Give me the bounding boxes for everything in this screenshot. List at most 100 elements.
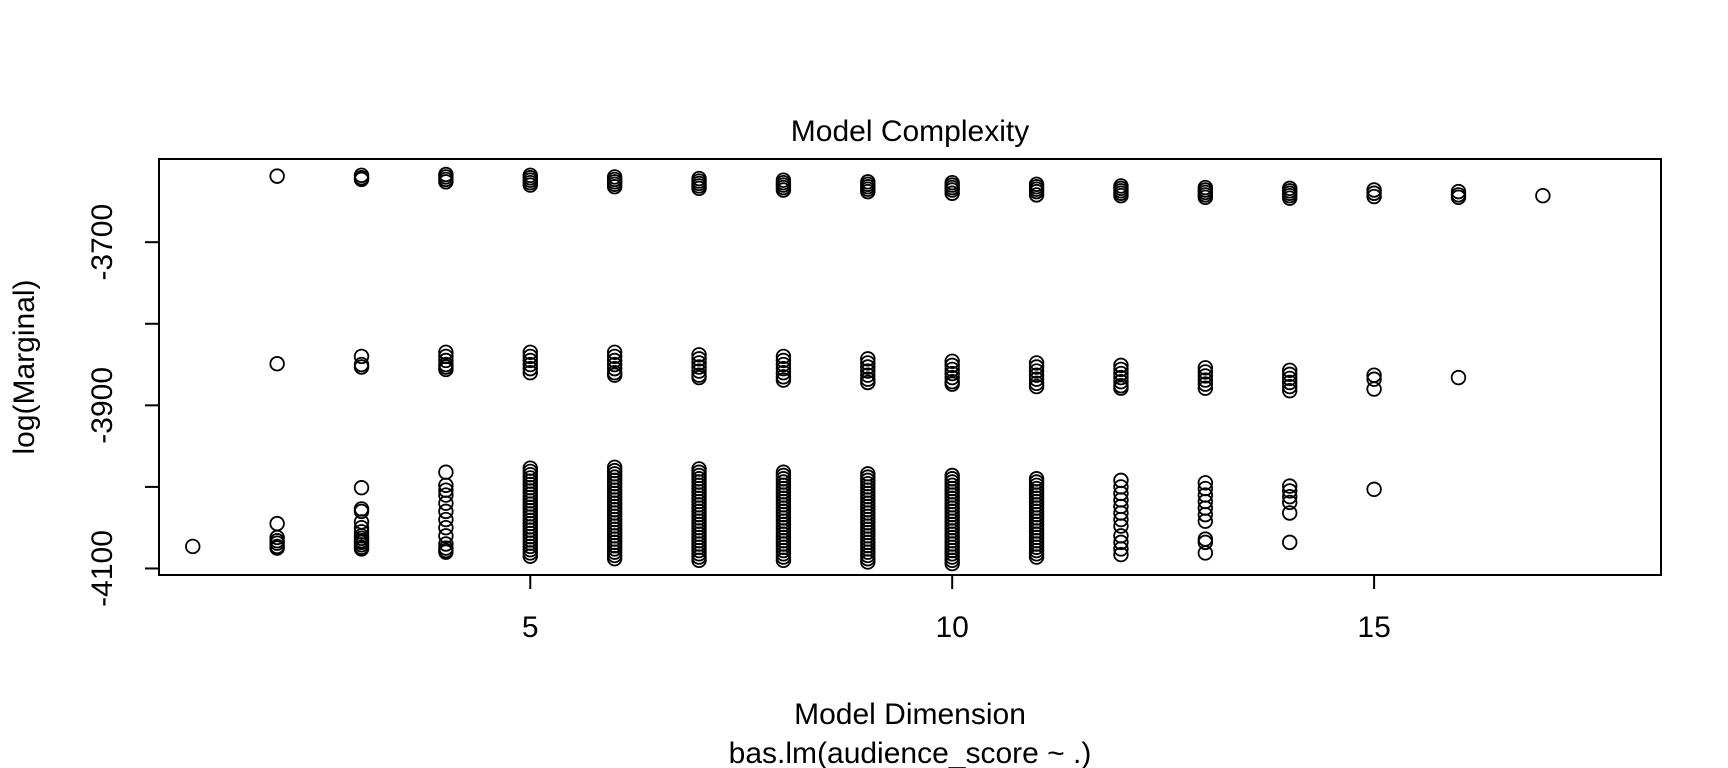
data-point [691,347,707,363]
data-point [1450,189,1467,206]
data-point [1197,475,1214,491]
y-tick-label: -3900 [86,367,119,444]
data-point [438,519,454,536]
data-point [1113,541,1129,557]
data-point [438,495,454,511]
data-point [860,183,876,200]
y-tick-label: -3700 [86,204,119,281]
data-point [944,357,960,374]
data-point [1282,374,1298,391]
data-point [438,361,454,378]
data-point [606,179,623,195]
data-point [269,356,285,372]
data-point [1197,376,1214,392]
data-point [522,352,538,369]
data-point [353,348,370,365]
data-point [775,365,792,381]
data-point [1113,546,1129,563]
chart-title: Model Complexity [791,115,1029,148]
data-point [1197,189,1214,206]
data-point [522,356,538,373]
data-point [269,515,285,532]
data-point [1028,471,1045,487]
data-point [1113,373,1129,390]
data-point [1028,378,1045,395]
data-point [944,185,960,201]
data-point [944,365,960,382]
data-point [522,348,538,365]
data-point [1366,371,1382,387]
data-point [1282,488,1298,505]
data-point [1282,190,1298,206]
data-point [269,540,285,556]
data-point [1113,365,1129,382]
data-point [1028,367,1045,383]
data-point [1028,355,1045,371]
y-tick-label: -4100 [86,530,119,607]
plot-frame [158,158,1662,576]
x-axis: 5 10 15 [522,575,1391,644]
data-point [691,369,707,386]
data-point [606,348,623,365]
data-point [944,376,960,392]
data-point [522,344,538,361]
data-point [1282,366,1298,383]
data-point [522,177,538,193]
data-point [1197,360,1214,376]
x-axis-label: Model Dimension [794,698,1026,731]
data-point [1282,494,1298,511]
data-point [606,360,623,377]
data-point [438,536,454,552]
data-point [1197,368,1214,384]
data-point [353,359,370,375]
data-point [1197,545,1214,561]
data-point [860,351,876,367]
data-point [353,541,370,557]
x-tick-label: 10 [936,611,969,644]
data-point [185,538,201,555]
data-point [860,359,876,375]
data-point [438,511,454,528]
data-point [775,360,792,377]
data-point [1450,369,1467,386]
data-point [691,461,707,477]
data-point [1028,371,1045,387]
data-point [1197,506,1214,523]
data-point [1197,534,1214,551]
data-point [1282,534,1298,551]
data-points [185,166,1551,572]
data-point [1028,187,1045,203]
data-point [606,367,623,383]
data-point [860,374,876,391]
data-point [1366,381,1382,397]
x-axis-sublabel: bas.lm(audience_score ~ .) [729,737,1092,768]
data-point [1113,518,1129,534]
data-point [1113,380,1129,396]
data-point [438,477,454,493]
data-point [775,356,792,373]
data-point [606,356,623,373]
data-point [860,355,876,371]
data-point [691,351,707,367]
data-point [860,363,876,379]
data-point [1282,382,1298,399]
data-point [775,182,792,198]
data-point [1282,370,1298,387]
data-point [269,168,285,184]
data-point [1028,359,1045,375]
data-point [944,369,960,386]
data-point [1197,380,1214,396]
data-point [522,360,538,377]
data-point [438,352,454,369]
data-point [438,528,454,544]
data-point [1197,513,1214,529]
data-point [1028,363,1045,379]
data-point [1366,185,1382,201]
data-point [860,466,876,482]
data-point [438,464,454,480]
data-point [691,180,707,197]
data-point [944,467,960,484]
data-point [1113,369,1129,386]
data-point [438,344,454,361]
y-axis-label: log(Marginal) [8,279,41,454]
